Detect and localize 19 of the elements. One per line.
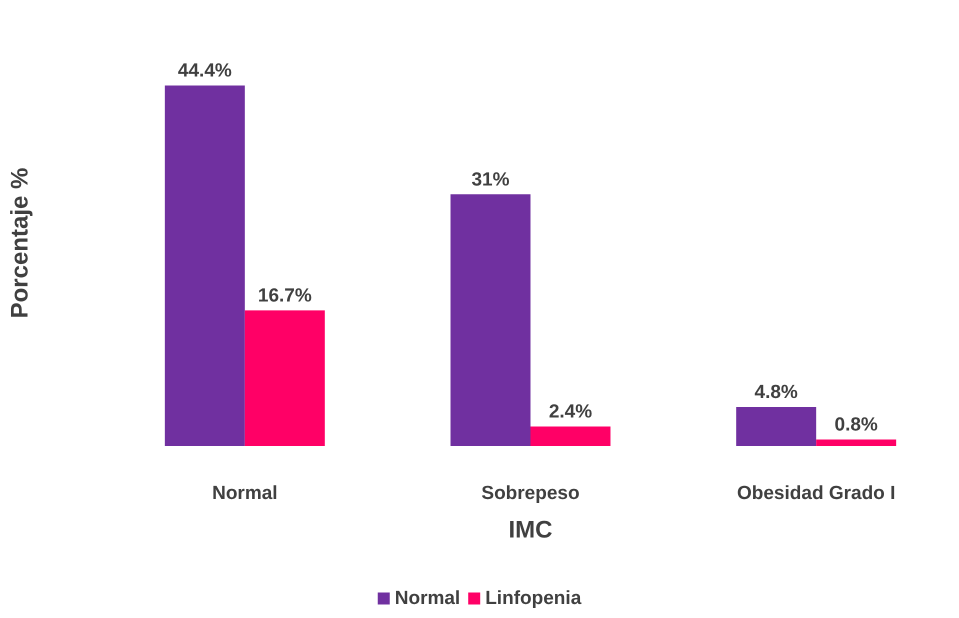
bar	[450, 194, 530, 446]
x-tick-label: Sobrepeso	[481, 483, 580, 504]
x-axis-title: IMC	[508, 516, 552, 544]
data-label: 31%	[471, 169, 510, 190]
data-label: 2.4%	[548, 402, 592, 423]
legend-label: Linfopenia	[485, 588, 582, 609]
legend-label: Normal	[394, 588, 460, 609]
x-tick-label: Normal	[212, 483, 278, 504]
x-tick-label: Obesidad Grado I	[736, 483, 896, 504]
y-axis-title: Porcentaje %	[6, 168, 34, 318]
data-label: 4.8%	[754, 382, 798, 404]
bar	[244, 310, 325, 446]
data-label: 0.8%	[834, 414, 878, 436]
bar	[164, 85, 245, 446]
bar	[736, 407, 816, 446]
bar	[530, 426, 610, 446]
data-label: 16.7%	[258, 285, 312, 306]
data-label: 44.4%	[178, 60, 232, 82]
bar	[816, 440, 896, 446]
